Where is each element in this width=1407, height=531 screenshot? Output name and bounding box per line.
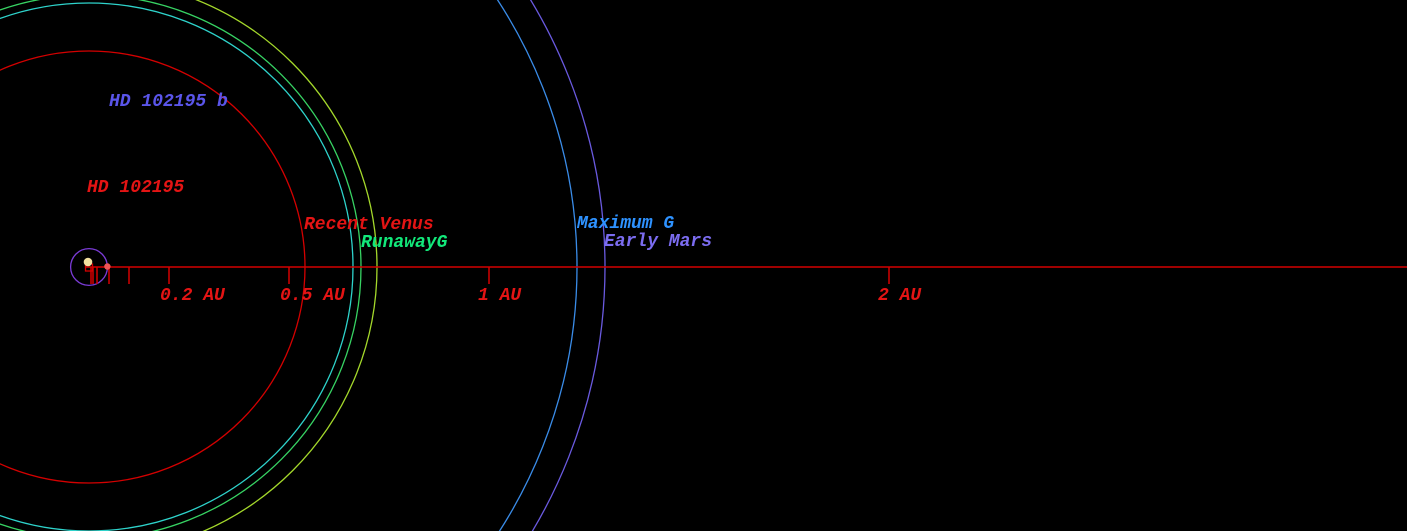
hz-label-early-mars: Early Mars (604, 232, 713, 252)
planet-dot (104, 263, 111, 270)
planet-label: HD 102195 b (109, 92, 228, 112)
hz-circle-runaway-greenhouse-outer (195, 0, 378, 531)
hz-label-maximum-greenhouse: Maximum G (577, 214, 675, 234)
axis-tick-label-2-au: 2 AU (878, 286, 922, 306)
hz-label-runaway-greenhouse: RunawayG (361, 233, 448, 253)
hz-circle-runaway-greenhouse (0, 0, 362, 531)
axis-tick-label-1-au: 1 AU (478, 286, 522, 306)
star-label: HD 102195 (87, 178, 185, 198)
hz-circle-early-mars (529, 0, 606, 531)
star-disc (83, 257, 93, 267)
axis-tick-label-0-2-au: 0.2 AU (160, 286, 225, 306)
hz-label-recent-venus: Recent Venus (304, 215, 434, 235)
axis-tick-label-0-5-au: 0.5 AU (280, 286, 345, 306)
